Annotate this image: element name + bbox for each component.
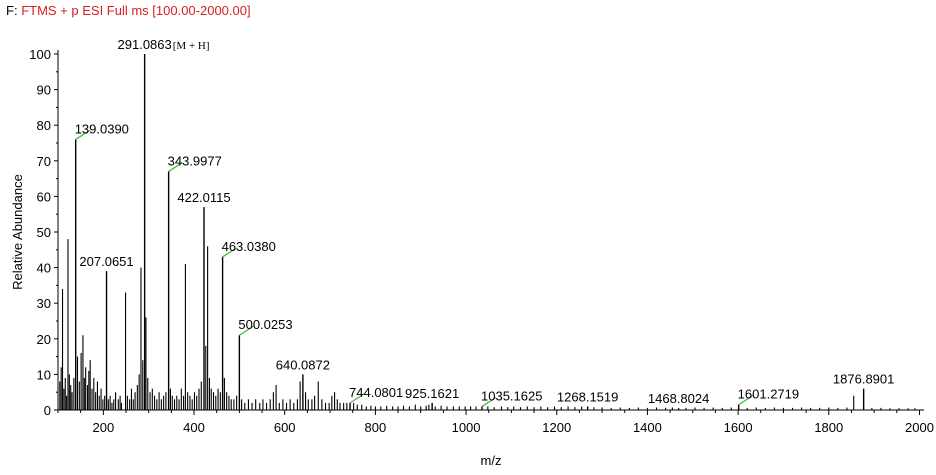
scan-filter-text: FTMS + p ESI Full ms [100.00-2000.00] [21,3,251,18]
peak-label: 500.0253 [238,317,292,332]
x-tick-label: 600 [274,420,296,435]
peak-label-leaders [75,129,754,407]
label-leader-line [349,393,365,404]
y-axis-title: Relative Abundance [10,174,25,290]
peak-label: 1035.1625 [481,388,542,403]
y-axis-ticks: 0 10 20 30 40 50 60 70 80 90 100 [29,47,58,418]
peak-label: 1601.2719 [738,387,799,402]
x-axis-title: m/z [481,453,502,468]
x-tick-label: 1800 [814,420,843,435]
peak-label: 422.0115 [177,190,230,205]
label-leader-line [168,161,183,173]
x-tick-label: 400 [183,420,205,435]
peak-label: 343.9977 [168,153,222,168]
y-tick-label: 10 [37,367,51,382]
x-tick-label: 200 [92,420,114,435]
label-leader-line [75,129,91,140]
peak-label: 1468.8024 [648,391,709,406]
x-tick-label: 1400 [633,420,662,435]
peak-label: 207.0651 [79,254,133,269]
y-tick-label: 60 [37,189,51,204]
x-tick-label: 2000 [905,420,934,435]
label-leader-line [738,395,754,406]
scan-filter-header: F: FTMS + p ESI Full ms [100.00-2000.00] [6,3,251,18]
scan-filter-prefix: F: [6,3,18,18]
label-leader-line [239,325,254,336]
x-tick-label: 800 [365,420,387,435]
unlabeled-peaks [59,239,916,410]
peak-label: 744.0801 [349,385,403,400]
peak-label: 463.0380 [222,239,276,254]
labeled-peaks [75,54,865,410]
y-tick-label: 0 [44,403,51,418]
y-tick-label: 40 [37,261,51,276]
y-tick-label: 70 [37,154,51,169]
peak-label: 640.0872 [276,357,330,372]
peak-label: 139.0390 [75,121,129,136]
peak-labels: 139.0390 207.0651 291.0863 [M + H] 343.9977 4… [75,37,895,406]
x-tick-label: 1200 [542,420,571,435]
peak-label: 1876.8901 [833,372,894,387]
x-tick-label: 1600 [724,420,753,435]
y-tick-label: 30 [37,296,51,311]
adduct-annotation: [M + H] [173,40,210,52]
x-tick-label: 1000 [452,420,481,435]
y-tick-label: 100 [29,47,51,62]
label-leader-line [481,396,497,407]
peak-label: 1268.1519 [557,389,618,404]
y-tick-label: 20 [37,332,51,347]
y-tick-label: 50 [37,225,51,240]
x-axis-ticks: 200 400 600 800 1000 1200 1400 1600 1800 2000 [57,410,934,435]
y-tick-label: 80 [37,118,51,133]
peak-label: 925.1621 [405,386,459,401]
label-leader-line [222,247,237,258]
y-tick-label: 90 [37,83,51,98]
peak-label: 291.0863 [118,37,172,52]
